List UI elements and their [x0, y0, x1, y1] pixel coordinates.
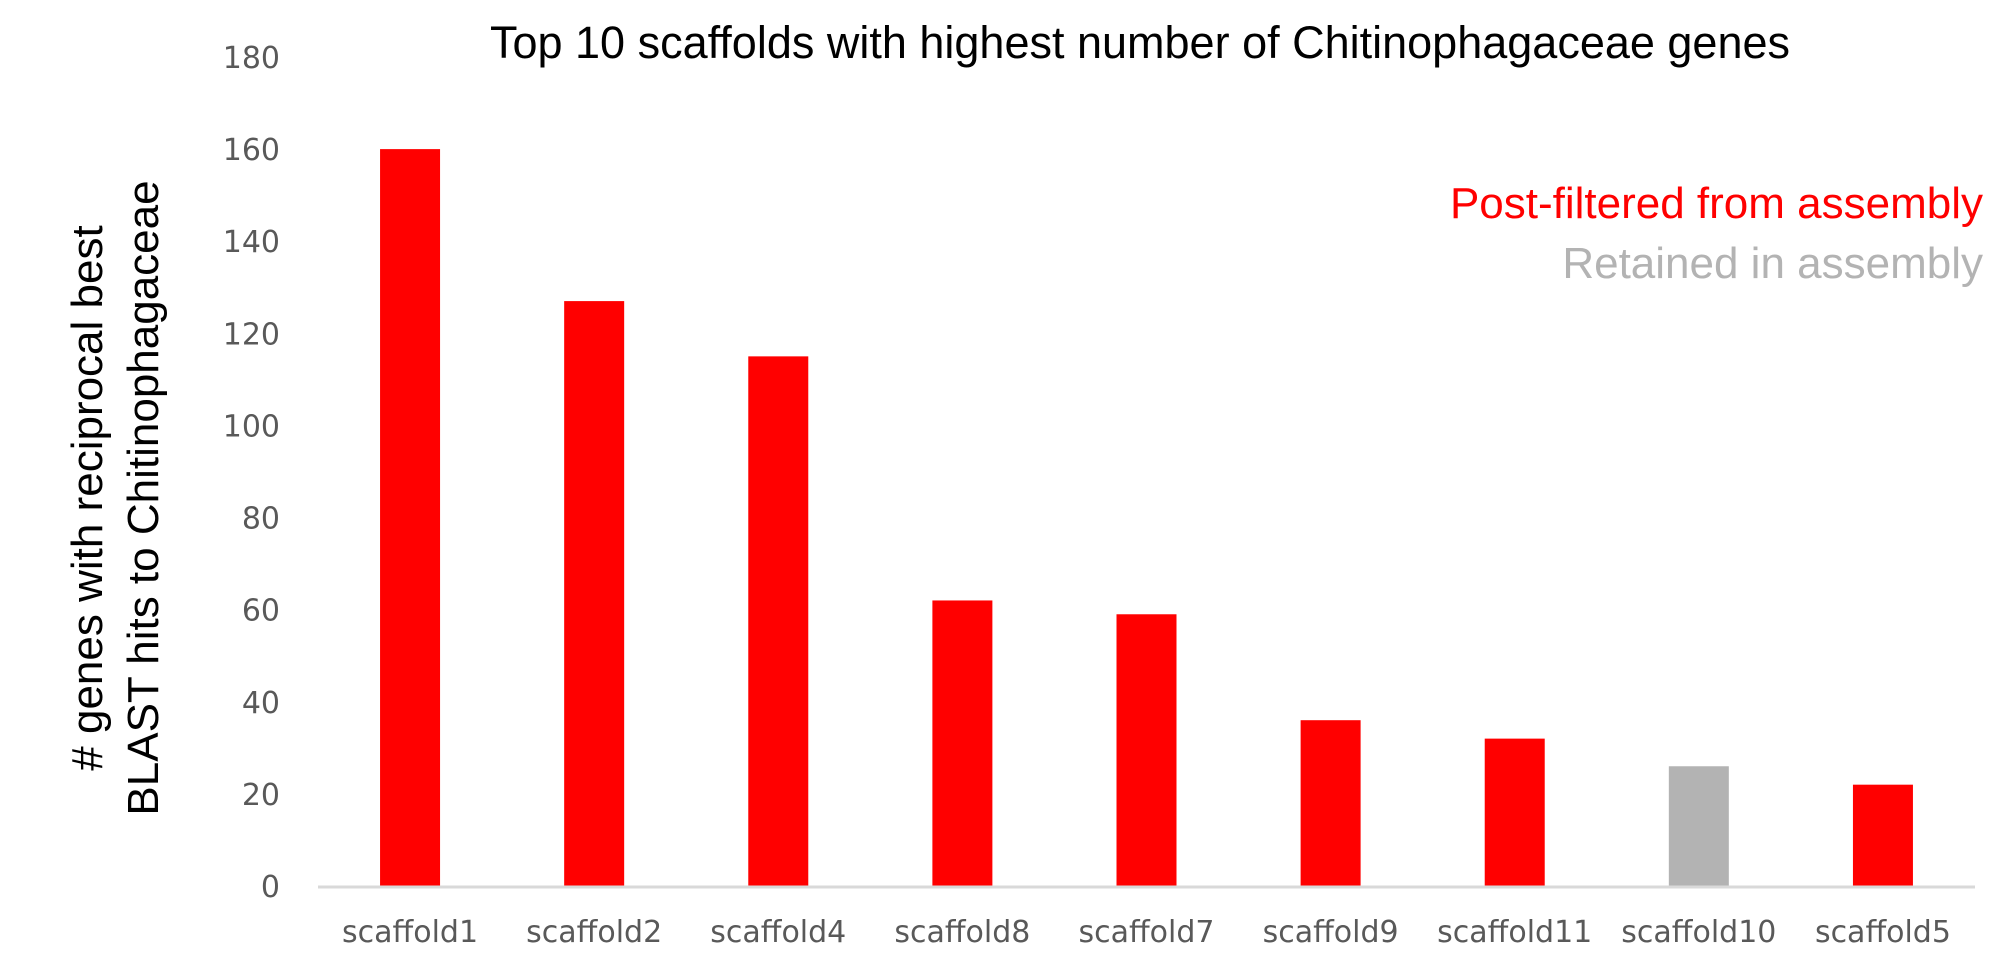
- bar-scaffold4: [748, 356, 809, 887]
- x-tick-label-scaffold9: scaffold9: [1263, 915, 1399, 950]
- x-tick-label-scaffold7: scaffold7: [1079, 915, 1215, 950]
- y-tick-label: 160: [223, 133, 280, 168]
- y-axis-label: # genes with reciprocal best BLAST hits …: [63, 180, 168, 815]
- bar-scaffold5: [1852, 784, 1913, 886]
- x-axis-ticks: scaffold1 scaffold2 scaffold4 scaffold8 scaf…: [342, 915, 1951, 950]
- y-tick-label: 40: [242, 686, 280, 721]
- legend: Post-filtered from assembly Retained in …: [1450, 179, 1983, 288]
- y-tick-label: 0: [261, 870, 280, 905]
- x-tick-label-scaffold8: scaffold8: [894, 915, 1030, 950]
- bar-scaffold9: [1300, 720, 1361, 886]
- y-axis-label-line-2: BLAST hits to Chitinophagaceae: [119, 180, 168, 815]
- y-tick-label: 80: [242, 502, 280, 537]
- legend-entry-post-filtered: Post-filtered from assembly: [1450, 179, 1983, 228]
- x-tick-label-scaffold2: scaffold2: [526, 915, 662, 950]
- y-tick-label: 20: [242, 778, 280, 813]
- x-tick-label-scaffold1: scaffold1: [342, 915, 478, 950]
- bar-scaffold10: [1668, 766, 1729, 886]
- legend-entry-retained: Retained in assembly: [1562, 239, 1983, 288]
- bar-scaffold2: [564, 301, 625, 886]
- y-axis-ticks: 0 20 40 60 80 100 120 140 160 180: [223, 41, 280, 905]
- x-tick-label-scaffold5: scaffold5: [1815, 915, 1951, 950]
- y-axis-label-line-1: # genes with reciprocal best: [63, 225, 112, 770]
- bar-scaffold1: [380, 149, 441, 887]
- bar-scaffold8: [932, 600, 993, 886]
- y-tick-label: 120: [223, 317, 280, 352]
- y-tick-label: 60: [242, 594, 280, 629]
- y-tick-label: 100: [223, 409, 280, 444]
- bar-scaffold11: [1484, 738, 1545, 886]
- chart-title: Top 10 scaffolds with highest number of …: [490, 17, 1790, 68]
- y-tick-label: 180: [223, 41, 280, 76]
- x-tick-label-scaffold4: scaffold4: [710, 915, 846, 950]
- bars: [380, 149, 1913, 887]
- y-tick-label: 140: [223, 225, 280, 260]
- bar-scaffold7: [1116, 614, 1177, 886]
- x-tick-label-scaffold11: scaffold11: [1437, 915, 1592, 950]
- x-tick-label-scaffold10: scaffold10: [1621, 915, 1776, 950]
